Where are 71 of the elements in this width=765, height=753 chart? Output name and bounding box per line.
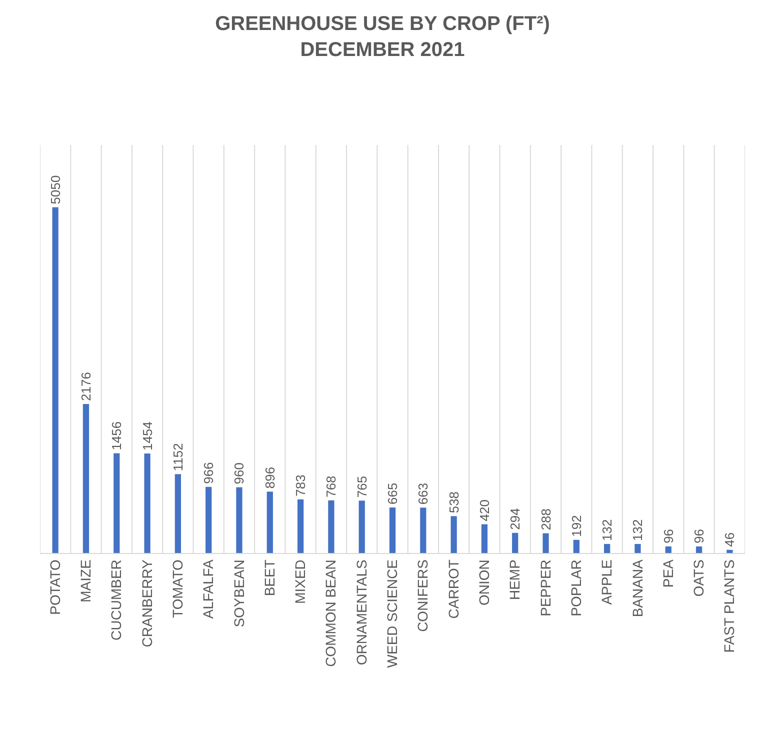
bar <box>665 546 672 553</box>
x-tick-label: HEMP <box>506 560 523 600</box>
data-label: 2176 <box>78 372 94 402</box>
data-label: 96 <box>660 528 676 544</box>
bar <box>481 524 488 553</box>
x-tick-label: BANANA <box>629 558 646 618</box>
bar <box>604 544 610 553</box>
x-tick-label: MIXED <box>292 560 308 604</box>
bar <box>236 487 242 553</box>
bar <box>52 207 58 553</box>
data-label: 960 <box>232 462 247 484</box>
x-tick-label: APPLE <box>598 560 615 605</box>
x-tick-label: CRANBERRY <box>138 558 155 648</box>
x-tick-label: POPLAR <box>568 560 584 616</box>
x-tick-label: SOYBEAN <box>230 560 247 628</box>
data-label: 294 <box>508 508 523 530</box>
data-label: 768 <box>324 476 339 498</box>
chart-title: GREENHOUSE USE BY CROP (FT²) <box>215 13 550 36</box>
x-tick-label: PEA <box>660 558 676 588</box>
bar <box>634 544 641 553</box>
data-label: 420 <box>476 500 492 522</box>
data-label: 665 <box>385 482 400 504</box>
bar <box>206 486 212 553</box>
data-label: 132 <box>600 519 615 541</box>
x-tick-label: ONION <box>476 560 492 606</box>
bar <box>297 499 304 553</box>
x-tick-label: CARROT <box>445 559 462 619</box>
x-tick-label: ORNAMENTALS <box>353 560 370 666</box>
data-label: 1152 <box>170 443 186 472</box>
x-tick-label: CONIFERS <box>414 560 431 632</box>
bar <box>726 550 733 553</box>
bar <box>696 546 702 553</box>
data-label: 538 <box>446 491 462 514</box>
x-tick-label: CUCUMBER <box>108 560 124 640</box>
bar <box>512 532 518 553</box>
bar <box>420 508 426 553</box>
data-label: 46 <box>722 532 738 547</box>
bar <box>114 453 120 553</box>
data-label: 663 <box>416 482 431 505</box>
x-tick-label: WEED SCIENCE <box>384 560 400 668</box>
data-label: 1454 <box>140 422 155 450</box>
bar <box>542 533 549 553</box>
bar <box>174 474 181 553</box>
data-label: 765 <box>354 476 370 498</box>
data-label: 192 <box>568 515 584 537</box>
x-tick-label: POTATO <box>46 559 63 615</box>
x-tick-label: BEET <box>261 559 278 596</box>
bar <box>573 540 580 553</box>
x-tick-label: COMMON BEAN <box>322 560 339 667</box>
x-tick-label: PEPPER <box>537 560 554 616</box>
data-label: 966 <box>201 462 216 484</box>
x-tick-label: FAST PLANTS <box>721 560 738 653</box>
x-tick-label: TOMATO <box>169 559 186 618</box>
bar <box>389 507 396 553</box>
data-label: 132 <box>630 519 646 541</box>
data-label: 783 <box>293 474 308 496</box>
data-label: 1456 <box>109 421 124 450</box>
bar <box>450 516 457 553</box>
data-label: 896 <box>262 466 278 489</box>
bar <box>328 500 334 553</box>
x-tick-label: OATS <box>690 560 707 597</box>
x-tick-label: MAIZE <box>78 560 94 602</box>
bar <box>82 404 90 553</box>
data-label: 288 <box>538 508 554 530</box>
bar <box>144 453 150 553</box>
bar <box>266 492 273 553</box>
chart-subtitle: DECEMBER 2021 <box>300 39 465 62</box>
data-label: 96 <box>692 528 707 544</box>
bar <box>358 500 365 553</box>
data-label: 5050 <box>48 175 63 204</box>
x-tick-label: ALFALFA <box>200 558 216 619</box>
